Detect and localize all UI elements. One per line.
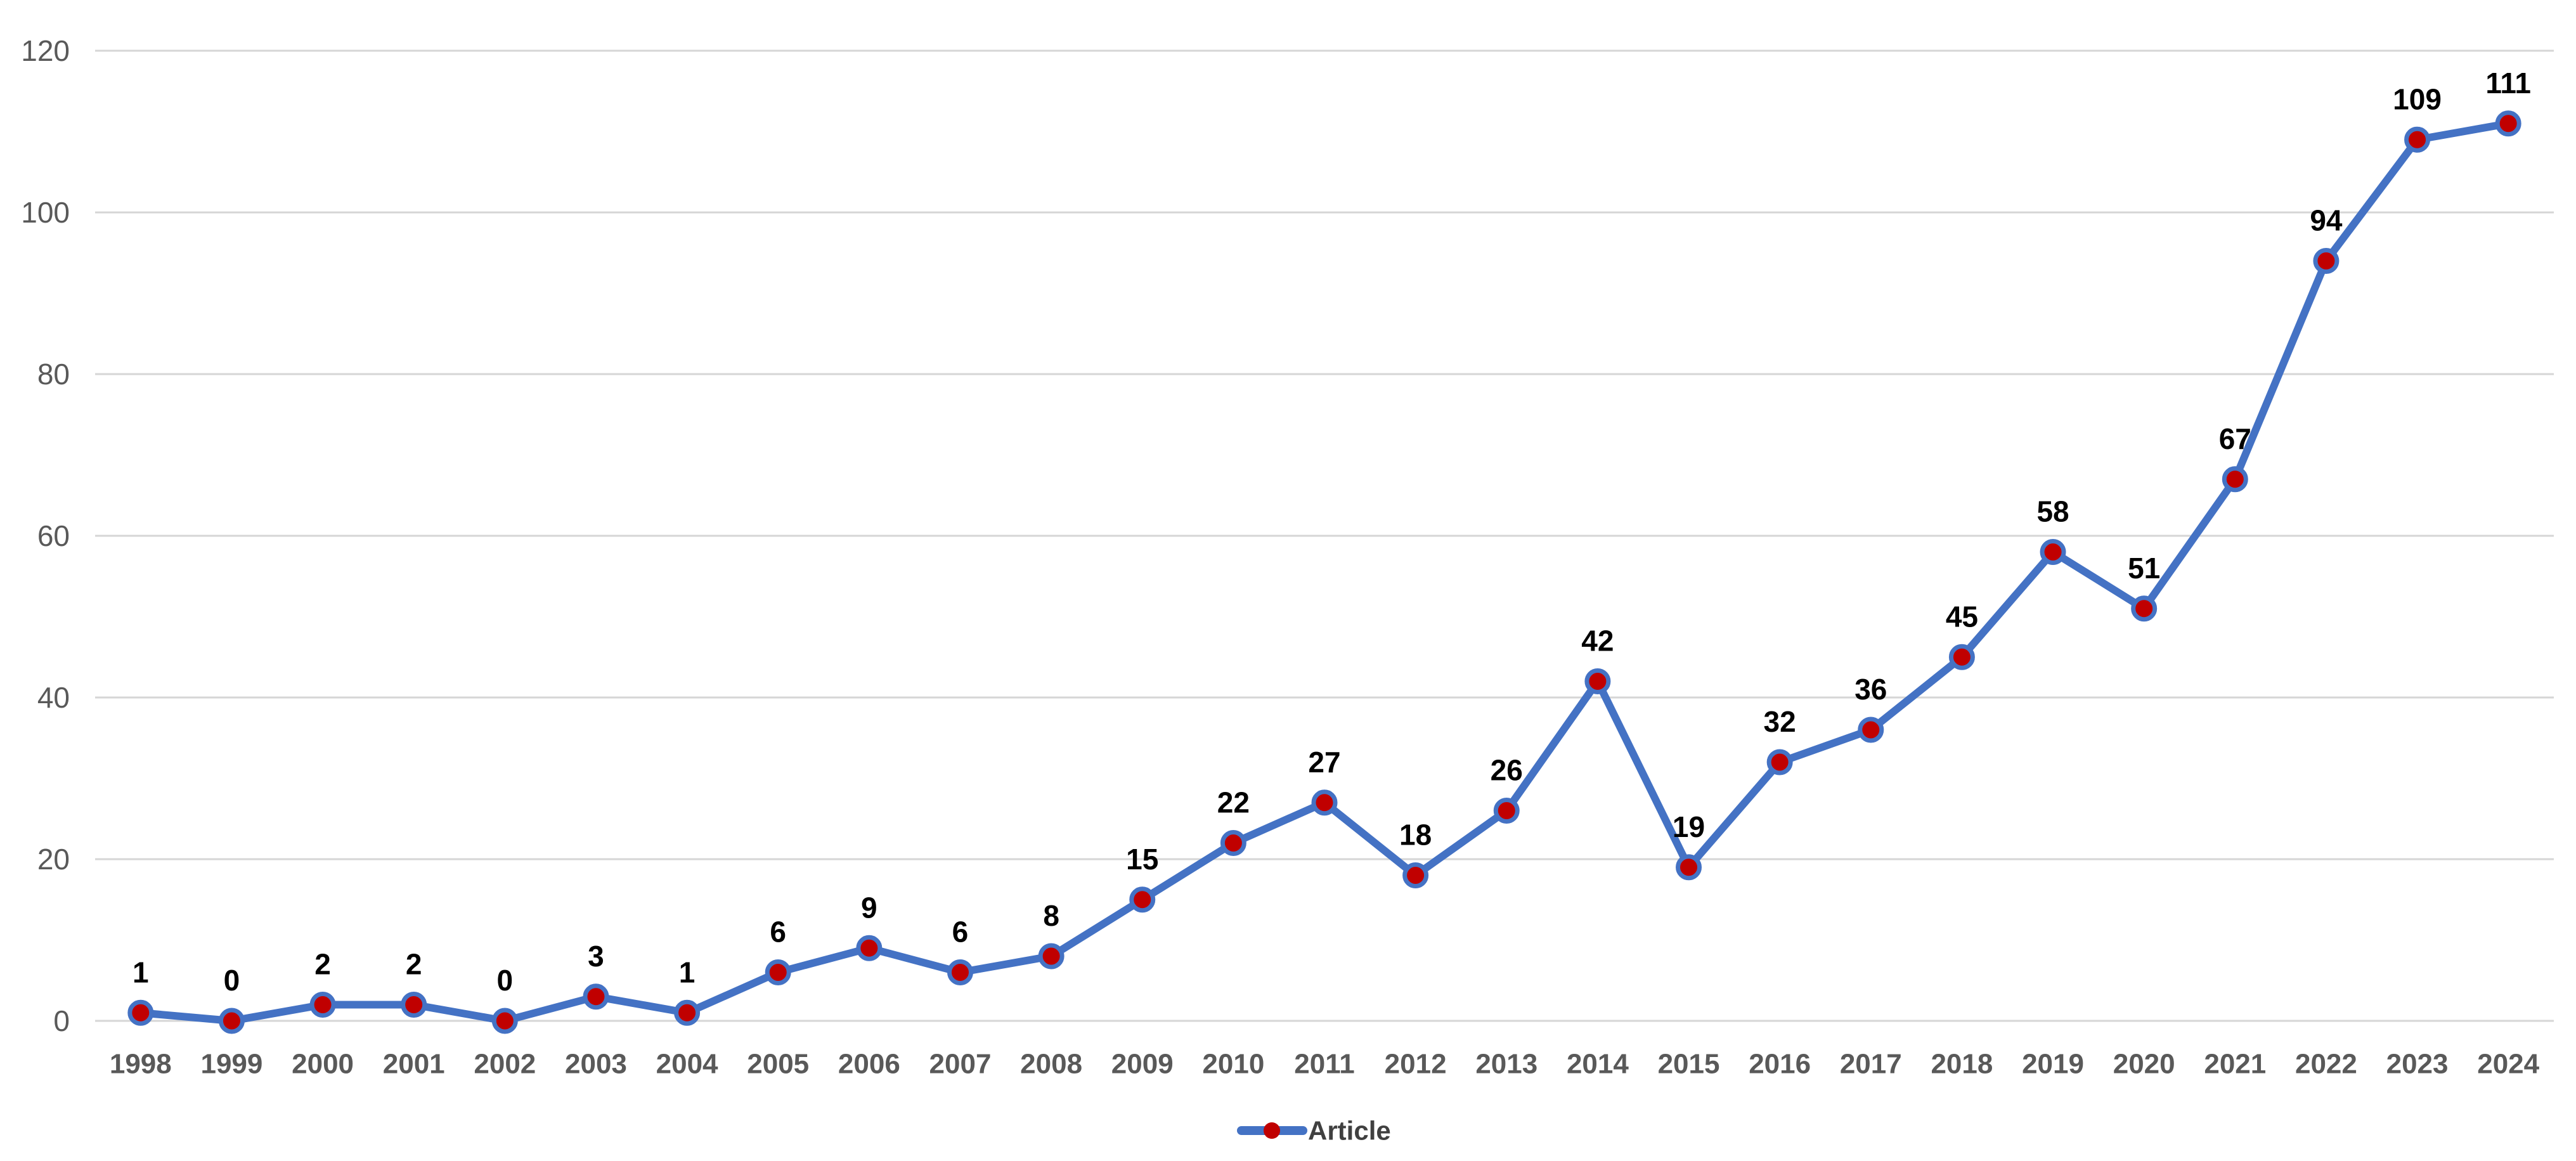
data-point-label: 19 [1673,810,1705,843]
data-point-label: 2 [314,948,331,981]
data-point-marker [1311,789,1338,816]
data-point-label: 3 [588,940,604,973]
x-axis-tick-label: 2016 [1749,1049,1811,1080]
y-axis-tick-label: 60 [37,519,70,552]
legend-marker-icon [1264,1122,1280,1139]
data-point-marker [856,935,883,961]
y-axis-tick-label: 20 [37,843,70,876]
data-point-label: 109 [2393,82,2442,115]
data-point-label: 1 [133,956,149,989]
data-point-label: 45 [1946,600,1978,633]
x-axis-tick-label: 2015 [1658,1049,1720,1080]
data-point-label: 0 [497,964,514,997]
data-point-label: 6 [770,916,786,949]
data-point-label: 15 [1126,843,1158,876]
x-axis-tick-label: 2023 [2386,1049,2449,1080]
data-point-marker [1493,798,1520,824]
data-point-label: 111 [2485,67,2531,100]
data-point-marker [401,992,427,1018]
x-axis-tick-label: 2003 [565,1049,627,1080]
data-point-marker [127,999,154,1026]
data-point-marker [583,983,609,1010]
legend-label[interactable]: Article [1308,1116,1391,1146]
data-point-marker [1038,943,1065,970]
x-axis-tick-label: 1999 [200,1049,262,1080]
data-point-label: 51 [2128,552,2160,585]
data-point-label: 32 [1764,705,1796,738]
data-point-label: 8 [1043,899,1059,932]
data-point-marker [2222,466,2248,493]
x-axis-tick-label: 2010 [1202,1049,1264,1080]
x-axis-tick-label: 2002 [474,1049,536,1080]
data-point-marker [1948,644,1975,670]
y-axis-tick-label: 80 [37,358,70,391]
data-point-label: 36 [1854,673,1887,706]
x-axis-tick-label: 2020 [2113,1049,2175,1080]
data-point-marker [1402,862,1429,888]
data-point-marker [491,1008,518,1034]
data-point-marker [1858,717,1884,743]
data-point-marker [309,992,336,1018]
data-point-label: 9 [861,891,877,924]
x-axis-tick-label: 2008 [1020,1049,1082,1080]
data-point-marker [1220,830,1246,856]
data-point-marker [947,959,973,985]
y-axis-tick-label: 40 [37,681,70,714]
data-point-label: 58 [2036,495,2069,528]
data-point-marker [2131,595,2158,622]
data-point-marker [1676,854,1702,881]
y-axis-tick-label: 0 [53,1004,70,1037]
data-point-label: 42 [1581,625,1614,658]
x-axis-tick-label: 2021 [2204,1049,2266,1080]
data-point-marker [2040,539,2066,565]
data-point-label: 27 [1308,746,1340,779]
data-point-label: 2 [406,948,422,981]
x-axis-tick-label: 2012 [1385,1049,1447,1080]
y-axis-tick-label: 120 [21,34,70,67]
data-point-label: 0 [224,964,240,997]
data-point-label: 18 [1399,819,1432,852]
data-point-label: 67 [2219,422,2251,455]
x-axis-tick-label: 2000 [292,1049,354,1080]
data-point-marker [218,1008,245,1034]
x-axis-tick-label: 2006 [838,1049,900,1080]
x-axis-tick-label: 2018 [1931,1049,1993,1080]
x-axis-tick-label: 2022 [2295,1049,2357,1080]
data-point-label: 6 [952,916,969,949]
data-point-label: 1 [679,956,696,989]
data-point-marker [674,999,701,1026]
data-point-label: 26 [1491,754,1523,787]
y-axis-tick-label: 100 [21,196,70,229]
x-axis-tick-label: 2019 [2022,1049,2084,1080]
x-axis-tick-label: 2013 [1475,1049,1537,1080]
x-axis-tick-label: 2004 [656,1049,718,1080]
data-point-marker [765,959,791,985]
x-axis-tick-label: 2007 [929,1049,992,1080]
x-axis-tick-label: 2005 [747,1049,809,1080]
x-axis-tick-label: 2017 [1840,1049,1902,1080]
x-axis-tick-label: 2001 [383,1049,445,1080]
data-point-marker [2495,110,2521,137]
data-point-label: 22 [1217,786,1250,819]
x-axis-tick-label: 1998 [110,1049,172,1080]
data-point-marker [2404,126,2431,153]
data-point-marker [2313,248,2340,274]
data-point-marker [1766,749,1793,775]
data-point-marker [1584,668,1611,694]
x-axis-tick-label: 2009 [1111,1049,1174,1080]
x-axis-tick-label: 2011 [1294,1049,1354,1080]
x-axis-tick-label: 2014 [1567,1049,1629,1080]
data-point-marker [1129,886,1156,913]
data-point-label: 94 [2310,204,2343,237]
x-axis-tick-label: 2024 [2477,1049,2539,1080]
